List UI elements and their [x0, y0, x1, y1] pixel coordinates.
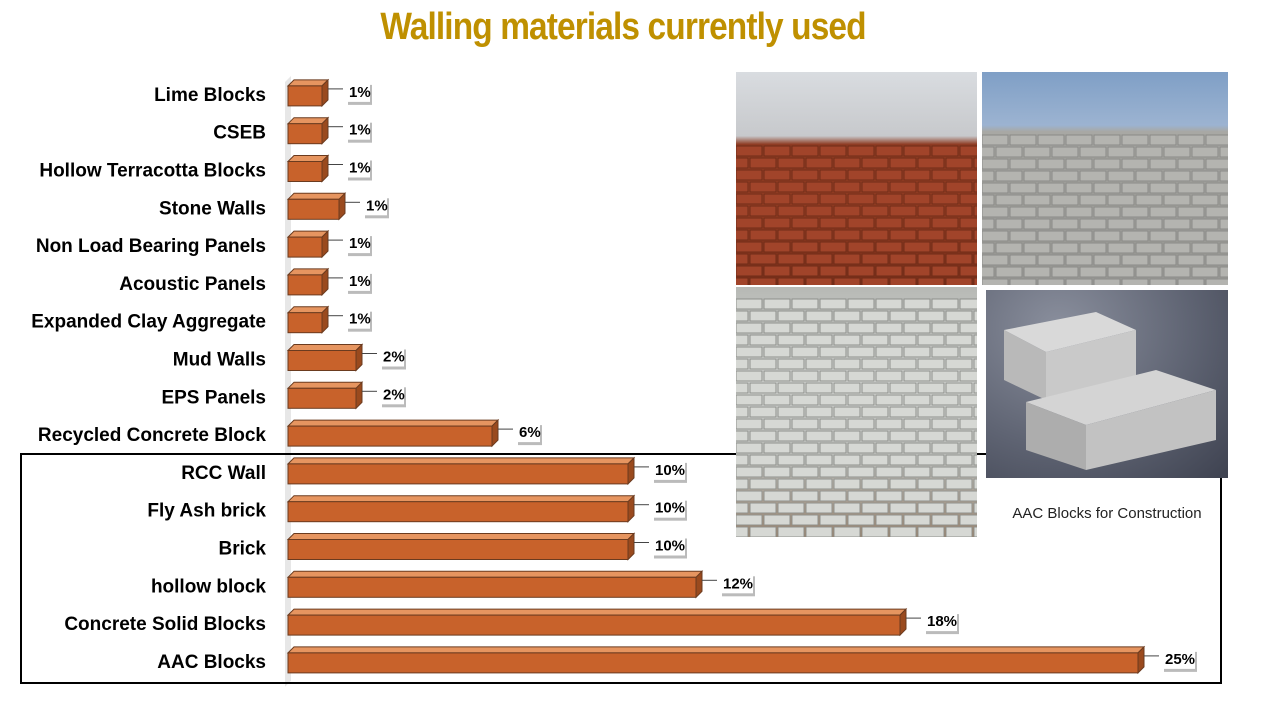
bar [286, 154, 330, 183]
value-label: 1% [328, 308, 372, 332]
value-label: 1% [345, 195, 389, 219]
svg-text:18%: 18% [927, 613, 957, 630]
bar [286, 78, 330, 108]
building-photo [982, 72, 1228, 285]
svg-text:1%: 1% [349, 235, 371, 252]
bar [286, 192, 347, 221]
category-label: Expanded Clay Aggregate [31, 312, 266, 333]
category-label: Acoustic Panels [119, 274, 266, 295]
value-label: 18% [906, 611, 959, 635]
svg-text:1%: 1% [366, 197, 388, 214]
category-label: Recycled Concrete Block [38, 425, 267, 446]
value-label: 6% [498, 422, 542, 446]
category-label: CSEB [213, 123, 266, 144]
value-label: 2% [362, 346, 406, 370]
category-label: Fly Ash brick [147, 501, 266, 522]
value-label: 10% [634, 459, 687, 483]
value-label: 1% [328, 233, 372, 257]
chart-wall [285, 76, 291, 687]
highlight-box [20, 453, 1222, 684]
category-label: RCC Wall [181, 463, 266, 484]
svg-text:25%: 25% [1165, 651, 1195, 668]
bar [286, 381, 364, 410]
svg-text:1%: 1% [349, 122, 371, 139]
aac-blocks-photo [986, 290, 1228, 478]
category-label: EPS Panels [161, 387, 266, 408]
aac-caption: AAC Blocks for Construction [1012, 505, 1202, 522]
value-label: 1% [328, 157, 372, 181]
svg-text:10%: 10% [655, 500, 685, 517]
svg-text:1%: 1% [349, 160, 371, 177]
value-label: 1% [328, 270, 372, 294]
bar [286, 267, 330, 297]
bar [286, 456, 636, 486]
bar [286, 343, 364, 372]
category-label: AAC Blocks [157, 652, 266, 673]
category-label: hollow block [151, 576, 266, 597]
category-label: Mud Walls [173, 350, 266, 371]
bar [286, 305, 330, 334]
category-label: Concrete Solid Blocks [64, 614, 266, 635]
bar [286, 229, 330, 259]
svg-text:6%: 6% [519, 424, 541, 441]
svg-text:2%: 2% [383, 349, 405, 366]
hollow-blocks-photo [736, 287, 977, 537]
category-label: Non Load Bearing Panels [36, 236, 266, 257]
svg-text:1%: 1% [349, 311, 371, 328]
bar [286, 418, 500, 448]
chart-title: Walling materials currently used [380, 6, 866, 48]
svg-text:12%: 12% [723, 575, 753, 592]
svg-text:10%: 10% [655, 462, 685, 479]
bar [286, 494, 636, 523]
value-label: 1% [328, 81, 372, 105]
value-label: 2% [362, 384, 406, 408]
category-label: Brick [218, 539, 266, 560]
value-label: 10% [634, 497, 687, 521]
category-label: Stone Walls [159, 198, 266, 219]
value-label: 25% [1144, 648, 1197, 672]
svg-text:1%: 1% [349, 84, 371, 101]
bar [286, 116, 330, 145]
svg-text:2%: 2% [383, 386, 405, 403]
category-label: Hollow Terracotta Blocks [39, 161, 266, 182]
value-label: 10% [634, 535, 687, 559]
bar [286, 645, 1146, 675]
value-label: 12% [702, 573, 755, 597]
bar [286, 532, 636, 561]
bar [286, 570, 704, 599]
category-label: Lime Blocks [154, 85, 266, 106]
value-label: 1% [328, 119, 372, 143]
bricklayer-photo [736, 72, 977, 285]
svg-text:1%: 1% [349, 273, 371, 290]
bar [286, 607, 908, 637]
svg-text:10%: 10% [655, 538, 685, 555]
